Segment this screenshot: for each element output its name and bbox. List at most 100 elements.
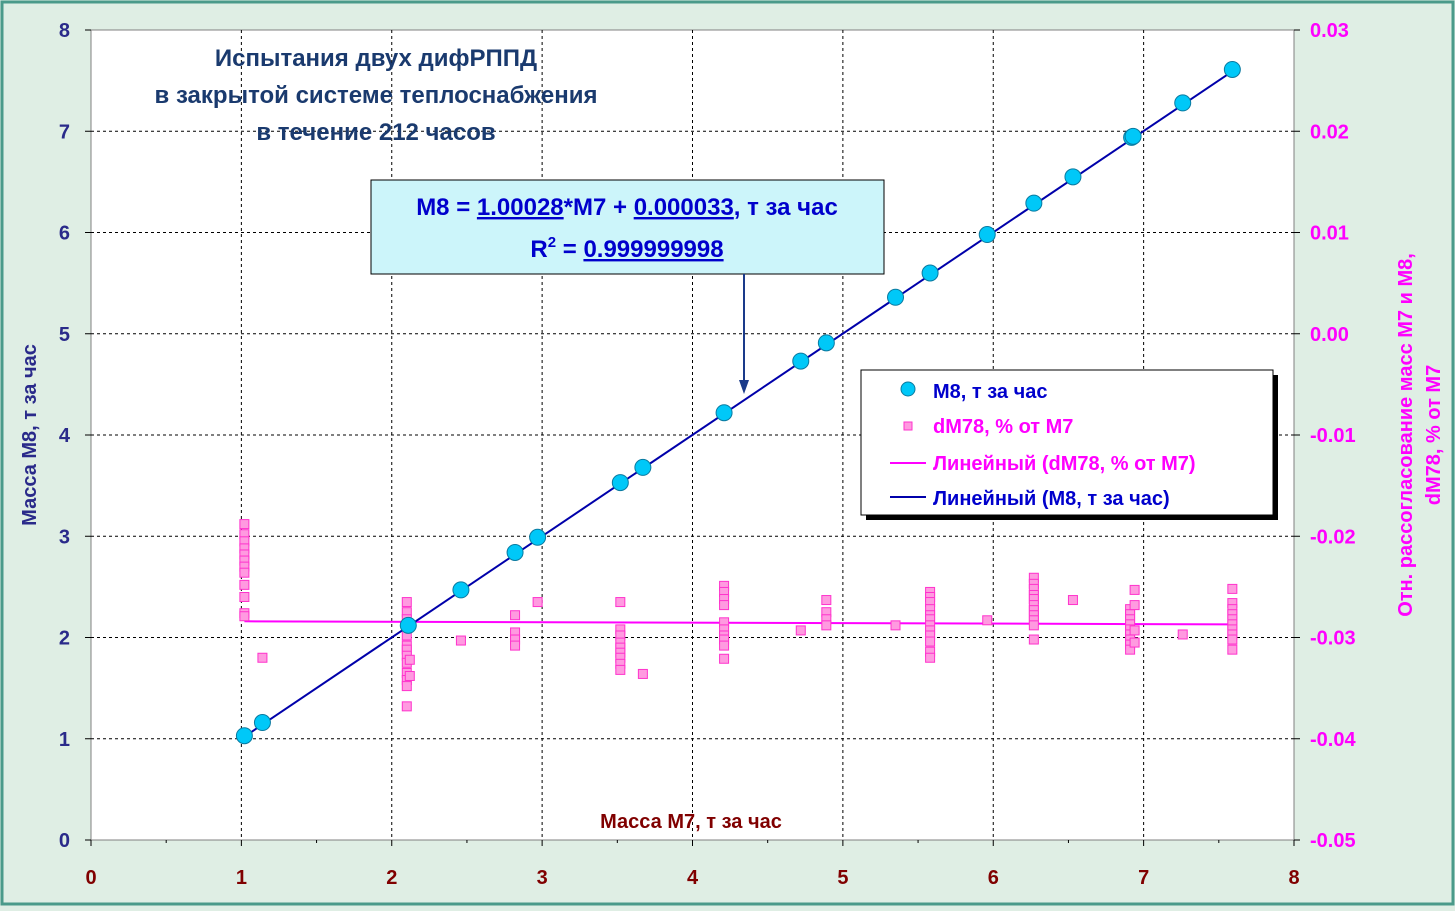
m8-point [887,288,905,306]
m8-point [715,404,733,422]
dm78-point [510,610,521,621]
y-left-tick-label: 3 [59,526,70,548]
m8-point [506,543,524,561]
legend-box [860,369,1274,516]
m8-point [611,474,629,492]
r2-value: 0.999999998 [583,236,723,263]
m8-point [634,458,652,476]
dm78-point [1129,637,1140,648]
y-left-tick-label: 5 [59,324,70,346]
dm78-point [239,519,250,530]
dm78-point [455,635,466,646]
y-right-tick-label: -0.02 [1310,526,1356,548]
x-tick-label: 1 [236,867,247,889]
x-tick-label: 3 [537,867,548,889]
regression-annotation: M8 = 1.00028*M7 + 0.000033, т за час R2 … [370,179,885,394]
y-left-tick-label: 6 [59,223,70,245]
x-tick-label: 5 [837,867,848,889]
equation-prefix: M8 = [416,194,477,221]
y-right-tick-label: -0.03 [1310,628,1356,650]
y-right-tick-label: 0.03 [1310,20,1349,42]
ticks [85,29,1300,846]
dm78-point [821,620,832,631]
m8-point [792,352,810,370]
m8-point [978,226,996,244]
legend-label-trend-dm78: Линейный (dM78, % от M7) [933,453,1196,475]
dm78-point [925,652,936,663]
title-line-2: в закрытой системе теплоснабжения [155,82,598,109]
dm78-point [257,652,268,663]
dm78-point [1129,625,1140,636]
y-left-tick-label: 4 [59,425,71,447]
dm78-point [239,567,250,578]
grid [91,30,1294,840]
equation-suffix: , т за час [734,194,838,221]
dm78-point [239,611,250,622]
dm78-point [1067,595,1078,606]
dm78-point [795,625,806,636]
dm78-point [719,600,730,611]
m8-point [921,264,939,282]
y-axis-left-title: Масса М8, т за час [19,344,41,526]
y-right-tick-label: 0.02 [1310,121,1349,143]
dm78-point [1227,644,1238,655]
dm78-point [1227,634,1238,645]
y-left-tick-label: 7 [59,121,70,143]
x-tick-label: 7 [1138,867,1149,889]
legend-marker-dm78 [903,421,913,431]
legend: M8, т за час dM78, % от M7 Линейный (dM7… [860,369,1278,520]
m8-point [1025,194,1043,212]
title-line-1: Испытания двух дифРППД [215,45,537,72]
dm78-points [239,519,1238,712]
m8-point [529,528,547,546]
y-right-tick-label: -0.05 [1310,830,1356,852]
dm78-point [1129,584,1140,595]
dm78-point [890,620,901,631]
r2-prefix: R [530,236,547,263]
y-left-tick-label: 8 [59,20,70,42]
annotation-box [370,179,885,275]
dm78-point [401,701,412,712]
dm78-point [532,597,543,608]
legend-marker-m8 [900,381,916,397]
m8-point [1124,127,1142,145]
equation-mid: *M7 + [564,194,634,221]
dm78-point [239,592,250,602]
m8-point [1223,60,1241,78]
dm78-point [404,654,415,665]
x-tick-label: 2 [386,867,397,889]
y-left-tick-label: 0 [59,830,70,852]
dm78-point [719,640,730,651]
m8-point [1174,94,1192,112]
m8-point [1064,168,1082,186]
legend-label-dm78: dM78, % от M7 [933,416,1073,438]
equation-intercept: 0.000033 [634,194,734,221]
tick-labels: 0 1 2 3 4 5 6 7 8 0 -0.05 1 -0.04 2 -0.03 3 -0.02 4 -0.01 5… [59,20,1357,889]
title-line-3: в течение 212 часов [256,119,495,146]
annotation-arrow-head [739,380,749,394]
dm78-point [925,636,936,647]
m8-point [817,334,835,352]
m8-point [253,714,271,732]
y-axis-right-title-line2: dM78, % от М7 [1423,365,1445,505]
y-right-tick-label: 0.01 [1310,223,1349,245]
chart-title: Испытания двух дифРППД в закрытой систем… [155,45,598,146]
y-left-tick-label: 2 [59,628,70,650]
equation-text: M8 = 1.00028*M7 + 0.000033, т за час [416,194,838,221]
dm78-point [1028,620,1039,631]
dm78-point [719,653,730,664]
x-tick-label: 0 [85,867,96,889]
dm78-point [637,668,648,679]
dm78-point [401,681,412,692]
r2-eq: = [556,236,583,263]
m8-point [399,616,417,634]
dm78-point [401,597,412,608]
x-tick-label: 8 [1288,867,1299,889]
y-right-tick-label: -0.04 [1310,729,1356,751]
dm78-point [821,595,832,606]
m8-points [235,60,1241,745]
x-tick-label: 4 [687,867,699,889]
dm78-point [615,597,626,608]
y-left-tick-label: 1 [59,729,70,751]
